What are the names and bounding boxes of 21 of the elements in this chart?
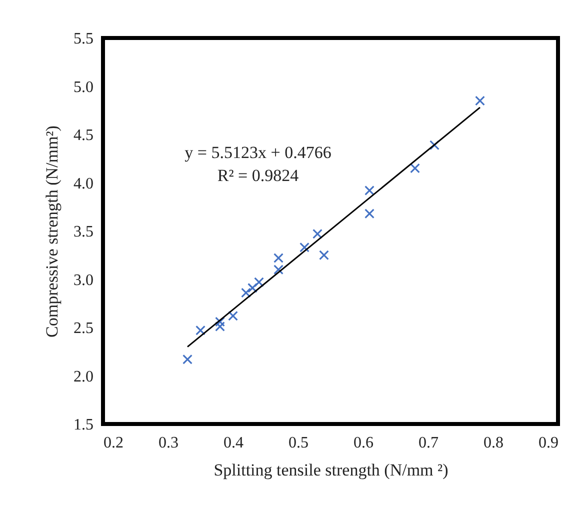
y-tick-label: 3.0 [74, 272, 94, 289]
x-tick-label: 0.2 [104, 434, 124, 452]
annotation: R² = 0.9824 [217, 166, 300, 185]
x-tick-label: 0.9 [538, 434, 558, 452]
y-tick-label: 4.0 [74, 175, 94, 192]
y-axis-title: Compressive strength (N/mm²) [42, 126, 62, 338]
x-tick-label: 0.5 [288, 434, 308, 452]
y-tick-label: 2.0 [74, 368, 94, 386]
y-tick-label: 5.0 [74, 78, 94, 96]
x-axis-title: Splitting tensile strength (N/mm ²) [214, 460, 448, 480]
y-tick-label: 1.5 [74, 416, 94, 434]
x-tick-label: 0.8 [484, 434, 504, 452]
y-tick-label: 2.5 [74, 320, 94, 337]
y-tick-label: 5.5 [74, 30, 94, 48]
x-tick-label: 0.6 [354, 434, 374, 452]
y-tick-label: 3.5 [74, 224, 94, 240]
x-tick-label: 0.7 [418, 434, 438, 452]
x-tick-label: 0.4 [224, 434, 244, 452]
x-tick-label: 0.3 [158, 434, 178, 452]
y-tick-label: 4.5 [74, 127, 94, 144]
annotation: y = 5.5123x + 0.4766 [184, 143, 332, 162]
